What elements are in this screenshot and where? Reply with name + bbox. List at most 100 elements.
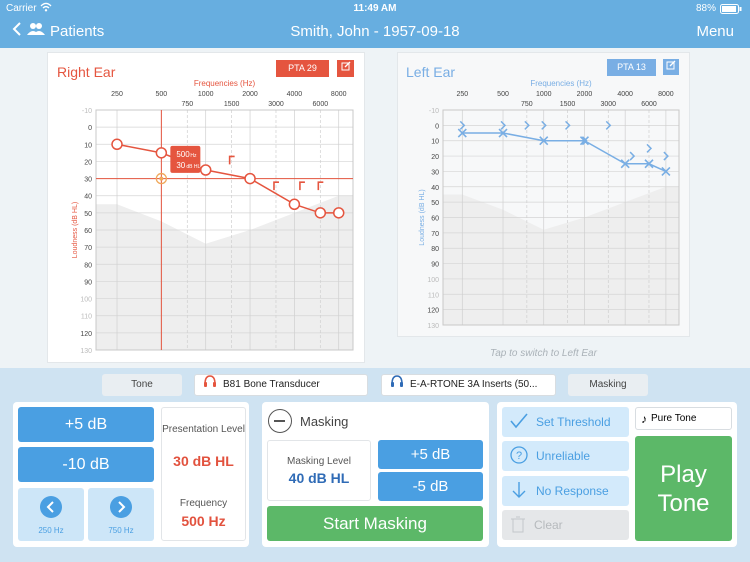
play-tone-button[interactable]: Play Tone [635,436,732,541]
back-to-patients-button[interactable]: Patients [12,21,104,41]
arrow-down-icon [510,481,528,502]
switch-ear-hint[interactable]: Tap to switch to Left Ear [490,348,597,359]
left-ear-title: Left Ear [406,64,456,80]
presentation-level-label: Presentation Level [162,424,245,435]
x-tick-label: 250 [456,91,468,98]
threshold-point [498,128,508,138]
play-label-line2: Tone [657,489,710,517]
masking-level-label: Masking Level [287,456,351,467]
threshold-point [620,159,630,169]
y-tick-label: -10 [429,108,439,115]
clear-button[interactable]: Clear [502,510,629,540]
y-axis-title: Loudness (dB HL) [72,202,79,258]
left-ear-audiogram[interactable]: -10 0 10 20 30 40 50 60 70 80 90 100 110 120 130 250 500… [397,52,690,337]
prev-frequency-button[interactable]: 250 Hz [18,488,84,541]
x-tick-label-minor: 3000 [600,101,616,108]
masking-level-info: Masking Level 40 dB HL [267,440,371,501]
threshold-point [644,159,654,169]
presentation-level-value: 30 dB HL [173,453,234,469]
left-transducer-select[interactable]: E-A-RTONE 3A Inserts (50... [381,374,556,396]
menu-button[interactable]: Menu [696,23,734,40]
trash-icon [510,515,526,536]
decrease-10db-button[interactable]: -10 dB [18,447,154,482]
y-tick-label: 100 [427,277,439,284]
y-tick-label: 40 [84,194,92,201]
y-tick-label: 30 [84,177,92,184]
y-tick-label: 60 [84,228,92,235]
next-frequency-button[interactable]: 750 Hz [88,488,154,541]
play-label-line1: Play [660,460,707,488]
unreliable-button[interactable]: ? Unreliable [502,441,629,471]
masking-minus-5db-button[interactable]: -5 dB [378,472,483,501]
masking-tab[interactable]: Masking [568,374,648,396]
music-note-icon: ♪ [641,411,647,426]
time-label: 11:49 AM [353,3,397,14]
x-tick-label-minor: 750 [521,101,533,108]
right-transducer-label: B81 Bone Transducer [223,379,320,390]
patients-icon [26,22,46,40]
tooltip-frequency-value: 500 [176,150,190,159]
x-tick-label: 8000 [331,91,347,98]
left-edit-button[interactable] [663,59,679,75]
increase-5db-button[interactable]: +5 dB [18,407,154,442]
x-tick-label: 250 [111,91,123,98]
right-edit-button[interactable] [337,60,354,77]
y-tick-label: 80 [431,246,439,253]
chevron-left-icon [12,21,22,41]
set-threshold-label: Set Threshold [536,415,611,429]
right-ear-title: Right Ear [57,64,116,80]
y-tick-label: 110 [81,314,92,321]
bone-conduction-point [317,181,324,191]
status-bar: Carrier 11:49 AM 88% [0,0,750,17]
start-masking-button[interactable]: Start Masking [267,506,483,541]
x-tick-label: 2000 [577,91,593,98]
right-pta-badge[interactable]: PTA 29 [276,60,329,77]
y-tick-label: 40 [431,185,439,192]
x-tick-label: 2000 [242,91,258,98]
point-tooltip [170,145,201,173]
y-tick-label: 60 [431,216,439,223]
masking-plus-5db-button[interactable]: +5 dB [378,440,483,469]
y-tick-label: 130 [427,323,439,330]
threshold-point [244,172,256,185]
y-tick-label: 50 [84,211,92,218]
threshold-point [332,207,345,219]
bone-conduction-point [581,136,588,146]
tone-tab[interactable]: Tone [102,374,182,396]
x-axis-title: Frequencies (Hz) [530,79,592,88]
headphones-icon [390,374,404,396]
threshold-point [539,136,549,146]
y-tick-label: 70 [431,231,439,238]
threshold-point [199,164,212,176]
right-ear-audiogram[interactable]: -10 0 10 20 30 40 50 60 70 80 90 100 110 120 130 250 500… [47,52,365,363]
x-tick-label: 4000 [617,91,633,98]
chevron-left-icon [40,496,62,518]
y-tick-label: 80 [84,262,92,269]
y-tick-label: 120 [427,308,439,315]
y-tick-label: 50 [431,200,439,207]
y-tick-label: 120 [80,331,92,338]
y-tick-label: 90 [84,279,92,286]
y-tick-label: 0 [435,123,439,130]
x-tick-label-minor: 6000 [313,101,329,108]
y-tick-label: 10 [431,139,439,146]
x-tick-label: 1000 [198,91,214,98]
tone-type-label: Pure Tone [651,413,697,424]
right-transducer-select[interactable]: B81 Bone Transducer [194,374,368,396]
edit-icon [666,60,676,73]
crosshair-marker [155,172,168,185]
x-tick-label-minor: 3000 [268,101,284,108]
threshold-point [155,147,168,159]
chevron-right-icon [110,496,132,518]
y-tick-label: 20 [431,154,439,161]
tone-type-select[interactable]: ♪ Pure Tone [635,407,732,430]
no-response-button[interactable]: No Response [502,476,629,506]
normal-hearing-region [96,195,353,350]
set-threshold-button[interactable]: Set Threshold [502,407,629,437]
left-pta-badge[interactable]: PTA 13 [607,59,656,76]
tooltip-frequency-unit: Hz [190,153,197,159]
bone-conduction-point [524,120,530,130]
x-tick-label: 1000 [536,91,552,98]
battery-label: 88% [695,3,716,14]
masking-toggle-minus-icon[interactable] [268,409,292,433]
